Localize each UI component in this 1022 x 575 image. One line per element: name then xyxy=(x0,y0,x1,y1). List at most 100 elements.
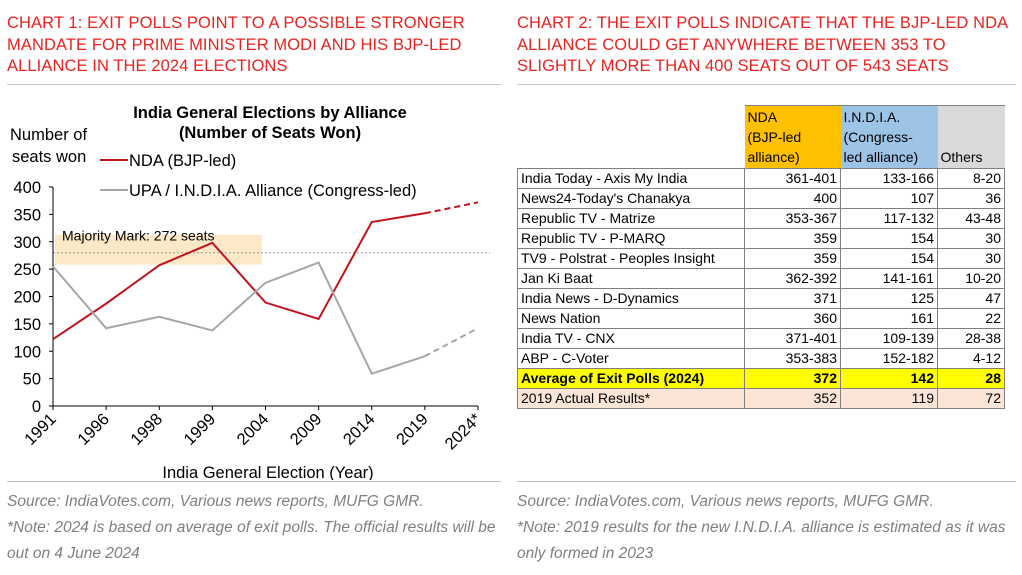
others-seats: 4-12 xyxy=(937,348,1005,369)
poll-source: India Today - Axis My India xyxy=(517,168,745,189)
x-tick-label: 1998 xyxy=(127,410,166,449)
nda-seats: 360 xyxy=(744,308,841,329)
india-seats: 107 xyxy=(840,188,938,209)
x-tick-label: 2024* xyxy=(442,410,486,454)
legend-label-nda: NDA (BJP-led) xyxy=(129,152,236,170)
others-seats: 10-20 xyxy=(937,268,1005,289)
table-row: News Nation 360 161 22 xyxy=(517,308,1005,329)
table-row: News24-Today's Chanakya 400 107 36 xyxy=(517,188,1005,209)
india-seats: 117-132 xyxy=(840,208,938,229)
nda-seats: 362-392 xyxy=(744,268,841,289)
nda-seats: 361-401 xyxy=(744,168,841,189)
india-seats: 133-166 xyxy=(840,168,938,189)
india-seats: 119 xyxy=(840,388,938,409)
others-seats: 36 xyxy=(937,188,1005,209)
others-seats: 30 xyxy=(937,248,1005,269)
others-seats: 47 xyxy=(937,288,1005,309)
others-seats: 28-38 xyxy=(937,328,1005,349)
exit-poll-table: NDA (BJP-led alliance) I.N.D.I.A. (Congress-… xyxy=(517,105,1005,409)
chart1-heading: CHART 1: EXIT POLLS POINT TO A POSSIBLE … xyxy=(7,14,465,75)
y-tick-label: 300 xyxy=(13,234,41,252)
poll-source: Average of Exit Polls (2024) xyxy=(517,368,745,389)
actual-results-row: 2019 Actual Results* 352 119 72 xyxy=(517,388,1005,409)
table-row: India News - D-Dynamics 371 125 47 xyxy=(517,288,1005,309)
series-projection-upa xyxy=(424,327,479,358)
seats-line-chart: Majority Mark: 272 seats 0 50 100 150 200 250 3… xyxy=(10,104,490,480)
chart2-bottom-divider xyxy=(517,481,1016,482)
header-india: I.N.D.I.A. (Congress-led alliance) xyxy=(840,105,938,169)
chart2-footer: Source: IndiaVotes.com, Various news rep… xyxy=(517,489,1012,567)
chart1-top-divider xyxy=(7,84,501,85)
nda-seats: 352 xyxy=(744,388,841,409)
chart2-top-divider xyxy=(517,84,1016,85)
chart2-note: *Note: 2019 results for the new I.N.D.I.… xyxy=(517,519,1006,562)
nda-seats: 353-367 xyxy=(744,208,841,229)
table-row: Republic TV - Matrize 353-367 117-132 43-48 xyxy=(517,208,1005,229)
chart2-panel: CHART 2: THE EXIT POLLS INDICATE THAT TH… xyxy=(512,0,1022,575)
x-tick-label: 2019 xyxy=(393,410,432,449)
chart2-heading: CHART 2: THE EXIT POLLS INDICATE THAT TH… xyxy=(517,14,1008,75)
series-line-nda xyxy=(52,212,426,341)
nda-seats: 372 xyxy=(744,368,841,389)
india-seats: 154 xyxy=(840,228,938,249)
y-tick-label: 0 xyxy=(32,398,41,416)
header-others: Others xyxy=(937,105,1005,169)
y-tick-label: 50 xyxy=(23,371,41,389)
series-projection-nda xyxy=(424,201,479,215)
average-row: Average of Exit Polls (2024) 372 142 28 xyxy=(517,368,1005,389)
y-tick-label: 200 xyxy=(13,289,41,307)
chart1-bottom-divider xyxy=(7,481,501,482)
chart2-source: Source: IndiaVotes.com, Various news rep… xyxy=(517,493,934,510)
y-tick-label: 400 xyxy=(13,179,41,197)
chart-title-line2: (Number of Seats Won) xyxy=(179,124,361,142)
chart1-note: *Note: 2024 is based on average of exit … xyxy=(7,519,496,562)
poll-source: ABP - C-Voter xyxy=(517,348,745,369)
chart1-source: Source: IndiaVotes.com, Various news rep… xyxy=(7,493,424,510)
poll-source: India TV - CNX xyxy=(517,328,745,349)
x-tick-label: 1999 xyxy=(181,410,220,449)
nda-seats: 371-401 xyxy=(744,328,841,349)
chart-title-line1: India General Elections by Alliance xyxy=(133,104,407,122)
poll-source: News24-Today's Chanakya xyxy=(517,188,745,209)
table-row: TV9 - Polstrat - Peoples Insight 359 154 30 xyxy=(517,248,1005,269)
y-tick-label: 100 xyxy=(13,343,41,361)
nda-seats: 359 xyxy=(744,228,841,249)
india-seats: 154 xyxy=(840,248,938,269)
x-axis-label: India General Election (Year) xyxy=(162,464,373,480)
majority-mark-label: Majority Mark: 272 seats xyxy=(62,228,215,244)
others-seats: 72 xyxy=(937,388,1005,409)
x-tick-label: 2004 xyxy=(234,410,273,449)
poll-source: TV9 - Polstrat - Peoples Insight xyxy=(517,248,745,269)
x-tick-label: 2009 xyxy=(287,410,326,449)
poll-source: News Nation xyxy=(517,308,745,329)
india-seats: 142 xyxy=(840,368,938,389)
header-blank xyxy=(517,105,745,169)
poll-source: 2019 Actual Results* xyxy=(517,388,745,409)
x-tick-label: 1996 xyxy=(74,410,113,449)
y-tick-label: 150 xyxy=(13,316,41,334)
chart1-footer: Source: IndiaVotes.com, Various news rep… xyxy=(7,489,502,567)
india-seats: 109-139 xyxy=(840,328,938,349)
y-axis-label-line2: seats won xyxy=(12,148,86,166)
nda-seats: 371 xyxy=(744,288,841,309)
header-nda: NDA (BJP-led alliance) xyxy=(744,105,841,169)
poll-source: Jan Ki Baat xyxy=(517,268,745,289)
table-row: Republic TV - P-MARQ 359 154 30 xyxy=(517,228,1005,249)
x-tick-label: 2014 xyxy=(340,410,379,449)
india-seats: 161 xyxy=(840,308,938,329)
nda-seats: 353-383 xyxy=(744,348,841,369)
nda-seats: 400 xyxy=(744,188,841,209)
others-seats: 22 xyxy=(937,308,1005,329)
table-row: India TV - CNX 371-401 109-139 28-38 xyxy=(517,328,1005,349)
india-seats: 152-182 xyxy=(840,348,938,369)
y-tick-label: 350 xyxy=(13,206,41,224)
india-seats: 125 xyxy=(840,288,938,309)
others-seats: 43-48 xyxy=(937,208,1005,229)
y-axis-label-line1: Number of xyxy=(10,126,87,144)
table-row: India Today - Axis My India 361-401 133-16… xyxy=(517,168,1005,189)
poll-source: Republic TV - Matrize xyxy=(517,208,745,229)
table-header-row: NDA (BJP-led alliance) I.N.D.I.A. (Congress-… xyxy=(517,105,1005,169)
others-seats: 8-20 xyxy=(937,168,1005,189)
poll-source: Republic TV - P-MARQ xyxy=(517,228,745,249)
table-row: Jan Ki Baat 362-392 141-161 10-20 xyxy=(517,268,1005,289)
